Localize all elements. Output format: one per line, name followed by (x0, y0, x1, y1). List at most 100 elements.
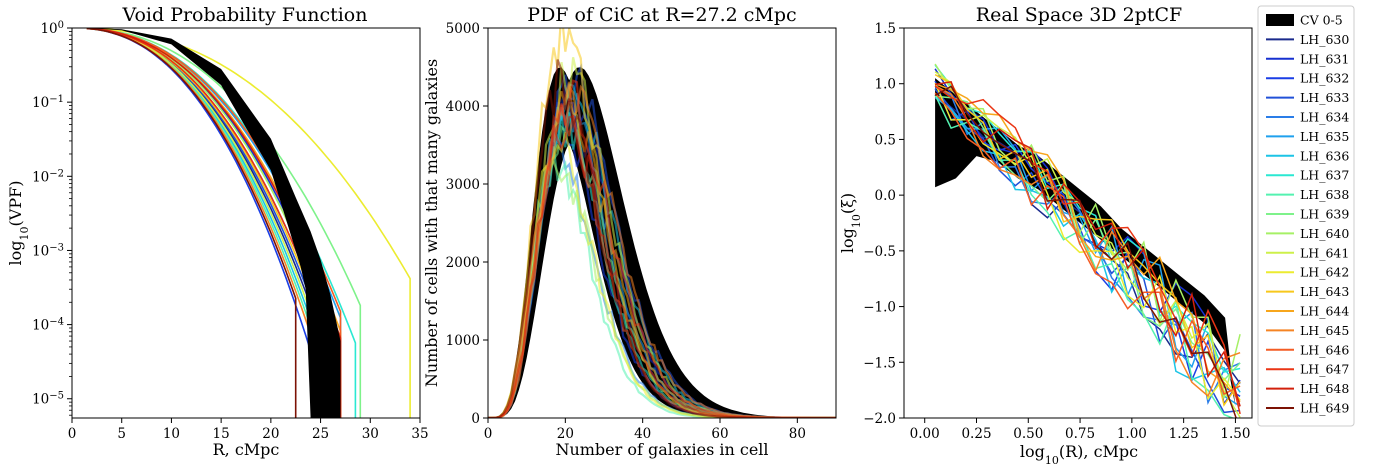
vpf-ytick-label: 10−2 (32, 168, 64, 186)
legend-label: LH_648 (1300, 381, 1349, 396)
cic-frame (487, 27, 837, 419)
cic-ylabel: Number of cells with that many galaxies (422, 59, 441, 387)
tpcf-line-LH_646 (934, 92, 1241, 396)
legend-label: LH_642 (1300, 265, 1349, 280)
legend-item: LH_641 (1266, 245, 1349, 260)
cic-ytick-label: 0 (471, 411, 480, 427)
tpcf-ytick-label: 1.5 (875, 21, 896, 37)
legend-label: LH_638 (1300, 187, 1349, 202)
legend-item: CV 0-5 (1266, 13, 1343, 28)
vpf-frame (71, 27, 421, 419)
legend-label: LH_647 (1300, 362, 1349, 377)
vpf-ytick-label: 10−1 (32, 94, 64, 112)
tpcf-line-LH_643 (934, 73, 1241, 407)
cic-xtick-label: 0 (484, 426, 493, 442)
cic-ytick-label: 3000 (446, 177, 480, 193)
cic-ytick-label: 5000 (446, 21, 480, 37)
legend-item: LH_639 (1266, 207, 1349, 222)
legend-item: LH_630 (1266, 32, 1349, 47)
legend-item: LH_632 (1266, 71, 1349, 86)
tpcf-line-LH_645 (934, 84, 1241, 398)
legend-label: LH_636 (1300, 148, 1349, 163)
tpcf-ytick-label: 0.0 (875, 188, 896, 204)
cic-ytick-label: 4000 (446, 99, 480, 115)
cic-ytick-label: 1000 (446, 333, 480, 349)
tpcf-ytick-label: 0.5 (875, 132, 896, 148)
legend-label: LH_646 (1300, 342, 1349, 357)
vpf-xtick-label: 25 (312, 426, 329, 442)
legend-label: LH_649 (1300, 401, 1349, 416)
legend-item: LH_642 (1266, 265, 1349, 280)
tpcf-xlabel: log10(R), cMpc (1020, 442, 1138, 467)
vpf-xtick-label: 10 (163, 426, 180, 442)
vpf-ylabel: log10(VPF) (6, 181, 31, 266)
legend-swatch (1266, 14, 1294, 26)
legend-label: CV 0-5 (1300, 13, 1343, 28)
tpcf-xtick-label: 1.25 (1169, 426, 1199, 442)
cic-xlabel: Number of galaxies in cell (555, 440, 768, 459)
legend-label: LH_635 (1300, 129, 1349, 144)
cic-title: PDF of CiC at R=27.2 cMpc (527, 4, 796, 26)
vpf-title: Void Probability Function (122, 4, 368, 26)
tpcf-line-LH_649 (934, 85, 1237, 418)
panel-vpf: Void Probability Function 0 5 10 15 20 25 30 35… (6, 4, 429, 459)
legend-label: LH_630 (1300, 32, 1349, 47)
legend-item: LH_646 (1266, 342, 1349, 357)
tpcf-series (934, 63, 1241, 418)
legend-item: LH_649 (1266, 401, 1349, 416)
tpcf-ticks: 0.00 0.25 0.50 0.75 1.00 1.25 1.50 −2.0 −1.5 −1.0… (863, 21, 1250, 442)
legend-item: LH_644 (1266, 304, 1349, 319)
legend-label: LH_644 (1300, 304, 1349, 319)
tpcf-line-LH_644 (934, 82, 1241, 403)
tpcf-frame (903, 27, 1253, 419)
tpcf-ytick-label: −1.5 (863, 355, 896, 371)
legend-label: LH_643 (1300, 284, 1349, 299)
cic-xtick-label: 60 (711, 426, 728, 442)
vpf-cv-band (86, 28, 341, 418)
tpcf-xtick-label: 0.75 (1065, 426, 1095, 442)
legend: CV 0-5 LH_630 LH_631 LH_632 LH_633 LH_634 LH_6… (1257, 5, 1355, 427)
vpf-xtick-label: 5 (117, 426, 126, 442)
cic-xtick-label: 40 (634, 426, 651, 442)
tpcf-xtick-label: 1.00 (1117, 426, 1147, 442)
tpcf-xtick-label: 0.25 (961, 426, 991, 442)
legend-item: LH_638 (1266, 187, 1349, 202)
vpf-line-LH_645 (86, 28, 322, 418)
vpf-ytick-label: 100 (40, 20, 64, 38)
tpcf-ytick-label: −2.0 (863, 411, 896, 427)
tpcf-xtick-label: 0.00 (910, 426, 940, 442)
cic-xtick-label: 20 (557, 426, 574, 442)
tpcf-line-LH_641 (934, 71, 1241, 418)
tpcf-title: Real Space 3D 2ptCF (976, 4, 1182, 26)
legend-item: LH_634 (1266, 110, 1349, 125)
legend-label: LH_632 (1300, 71, 1349, 86)
legend-label: LH_637 (1300, 168, 1349, 183)
legend-label: LH_631 (1300, 51, 1349, 66)
cic-ticks: 0 20 40 60 80 0 1000 2000 3000 4000 5000 (446, 21, 806, 442)
legend-label: LH_640 (1300, 226, 1349, 241)
vpf-xtick-label: 30 (362, 426, 379, 442)
panel-2pcf: Real Space 3D 2ptCF 0.00 0.25 0.50 0.75 1.00… (838, 4, 1253, 467)
legend-item: LH_640 (1266, 226, 1349, 241)
tpcf-xtick-label: 0.50 (1013, 426, 1043, 442)
vpf-xtick-label: 35 (411, 426, 428, 442)
legend-frame (1257, 5, 1355, 427)
legend-items: CV 0-5 LH_630 LH_631 LH_632 LH_633 LH_634 LH_6… (1266, 13, 1349, 416)
vpf-xtick-label: 20 (262, 426, 279, 442)
legend-label: LH_633 (1300, 90, 1349, 105)
legend-item: LH_636 (1266, 148, 1349, 163)
tpcf-ytick-label: −0.5 (863, 244, 896, 260)
tpcf-line-LH_647 (934, 85, 1241, 415)
vpf-xtick-label: 0 (68, 426, 77, 442)
vpf-ytick-label: 10−5 (32, 390, 64, 408)
vpf-line-LH_649 (86, 28, 297, 418)
vpf-xlabel: R, cMpc (213, 440, 280, 459)
legend-item: LH_645 (1266, 323, 1349, 338)
tpcf-line-LH_633 (934, 88, 1241, 414)
vpf-line-LH_642 (86, 28, 411, 418)
legend-item: LH_631 (1266, 51, 1349, 66)
tpcf-ylabel: log10(ξ) (838, 193, 863, 253)
vpf-ytick-label: 10−3 (32, 242, 64, 260)
vpf-ticks: 0 5 10 15 20 25 30 35 100 10−1 10−2 10−3 10−4 10−5 (32, 20, 429, 443)
cic-series (488, 28, 836, 418)
